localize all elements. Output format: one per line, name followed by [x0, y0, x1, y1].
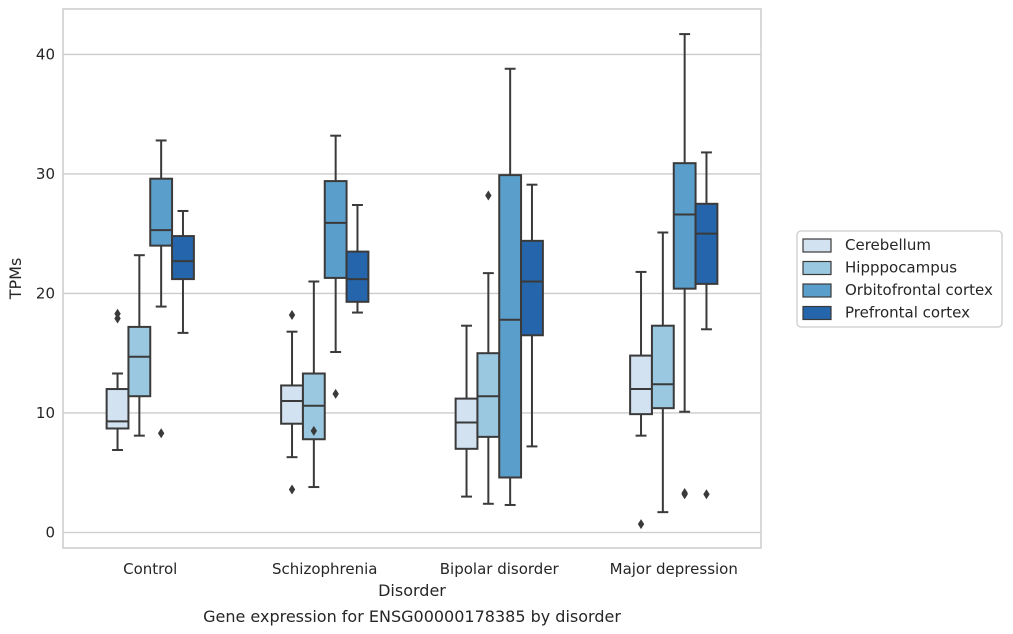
box-iqr: [520, 239, 544, 337]
box-iqr: [672, 162, 697, 290]
box-cerebellum-schizophrenia: [280, 309, 304, 495]
y-tick-label: 40: [36, 45, 55, 63]
outlier-point: [485, 190, 492, 201]
box-iqr: [171, 235, 195, 281]
box-orbitofrontal-cortex-schizophrenia: [323, 134, 348, 399]
box-iqr: [498, 174, 523, 479]
legend-label: Orbitofrontal cortex: [845, 281, 993, 299]
outlier-point: [703, 489, 710, 500]
box-orbitofrontal-cortex-control: [149, 139, 174, 439]
box-iqr: [476, 352, 501, 438]
box-hipppocampus-control: [127, 254, 152, 437]
legend-swatch: [802, 238, 832, 253]
box-iqr: [454, 397, 479, 450]
box-prefrontal-cortex-bipolar-disorder: [520, 183, 544, 448]
y-tick-labels: 0 10 20 30 40: [36, 45, 55, 541]
grid-lines: [63, 53, 761, 534]
outlier-point: [637, 519, 645, 530]
chart-caption: Gene expression for ENSG00000178385 by d…: [203, 607, 621, 626]
outlier-point: [288, 484, 296, 495]
box-iqr: [629, 354, 653, 416]
x-axis-label: Disorder: [378, 581, 446, 600]
box-cerebellum-bipolar-disorder: [454, 324, 479, 498]
box-hipppocampus-schizophrenia: [301, 280, 326, 489]
outlier-point: [310, 425, 318, 436]
box-cerebellum-control: [105, 308, 130, 451]
x-tick-label: Control: [123, 560, 177, 578]
box-iqr: [105, 388, 130, 430]
legend-item: Hipppocampus: [802, 259, 957, 277]
box-prefrontal-cortex-major-depression: [694, 151, 719, 500]
y-tick-label: 20: [36, 284, 55, 302]
box-groups: [105, 33, 719, 530]
legend-item: Prefrontal cortex: [802, 304, 970, 322]
legend-label: Hipppocampus: [845, 259, 957, 277]
box-prefrontal-cortex-schizophrenia: [345, 204, 370, 314]
y-axis-label: TPMs: [6, 258, 25, 301]
outlier-point: [157, 428, 165, 439]
y-tick-label: 30: [36, 165, 55, 183]
outlier-point: [288, 309, 296, 320]
box-iqr: [650, 324, 675, 410]
x-tick-label: Bipolar disorder: [440, 560, 560, 578]
y-tick-label: 0: [45, 523, 55, 541]
legend-label: Prefrontal cortex: [845, 304, 970, 322]
legend-item: Cerebellum: [802, 236, 931, 254]
box-iqr: [280, 384, 304, 425]
box-hipppocampus-major-depression: [650, 231, 675, 514]
x-tick-labels: Control Schizophrenia Bipolar disorder Majo…: [123, 560, 738, 578]
outlier-point: [332, 388, 339, 399]
box-orbitofrontal-cortex-bipolar-disorder: [498, 67, 523, 506]
outlier-point: [681, 488, 688, 499]
legend-label: Cerebellum: [845, 236, 931, 254]
outlier-point: [114, 308, 121, 319]
x-tick-label: Major depression: [610, 560, 738, 578]
legend-swatch: [802, 305, 832, 321]
y-tick-label: 10: [36, 404, 55, 422]
box-prefrontal-cortex-control: [171, 209, 195, 334]
legend: Cerebellum Hipppocampus Orbitofrontal cort…: [796, 230, 1003, 328]
box-iqr: [345, 250, 370, 303]
box-iqr: [127, 325, 152, 398]
legend-item: Orbitofrontal cortex: [802, 281, 993, 299]
legend-frame: [796, 230, 1003, 328]
box-iqr: [694, 202, 719, 285]
legend-swatch: [802, 283, 832, 298]
box-iqr: [323, 180, 348, 279]
legend-swatch: [802, 260, 832, 276]
plot-frame: [62, 8, 762, 549]
x-tick-label: Schizophrenia: [272, 560, 377, 578]
box-iqr: [149, 177, 174, 247]
